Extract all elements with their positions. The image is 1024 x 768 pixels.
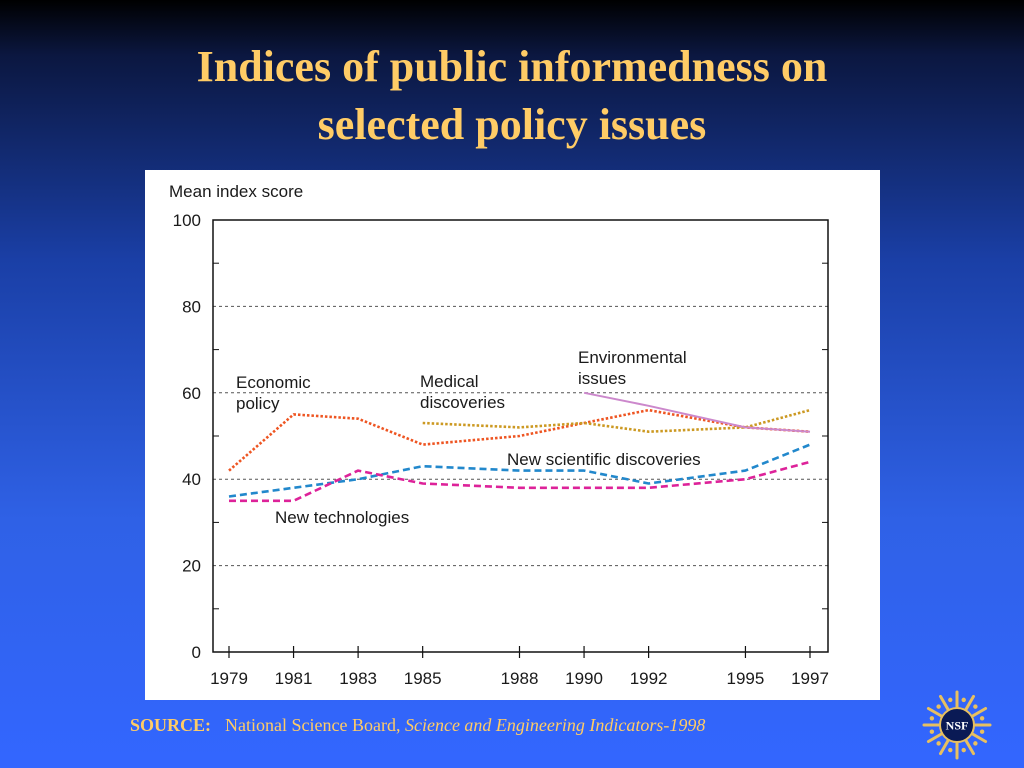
source-org: National Science Board, xyxy=(225,715,401,735)
slide-title-line-1: Indices of public informedness on xyxy=(196,42,828,91)
chart-panel: Mean index score 0 20 40 60 80 100 1979 1981 198… xyxy=(145,170,880,700)
logo-ray xyxy=(963,737,975,756)
series-line-scientific xyxy=(228,443,811,498)
x-tick-label: 1997 xyxy=(791,669,829,688)
y-axis-label: Mean index score xyxy=(169,182,303,201)
logo-dot xyxy=(961,697,966,703)
annotation-environmental-line-2: issues xyxy=(578,369,626,388)
logo-dot xyxy=(973,741,978,746)
annotation-new-technologies: New technologies xyxy=(275,508,409,527)
x-tick-label: 1983 xyxy=(339,669,377,688)
logo-dot xyxy=(979,729,985,734)
slide-title-line-2: selected policy issues xyxy=(317,100,707,149)
logo-dot xyxy=(929,716,935,721)
logo-ray xyxy=(926,707,945,719)
logo-dot xyxy=(929,729,935,734)
logo-dot xyxy=(948,697,953,703)
annotation-medical-line-1: Medical xyxy=(420,372,479,391)
gridlines xyxy=(213,305,828,567)
series-line-technologies xyxy=(229,460,811,503)
x-tick-label: 1995 xyxy=(727,669,765,688)
x-tick-label: 1990 xyxy=(565,669,603,688)
annotation-economic-line-1: Economic xyxy=(236,373,311,392)
x-tick-label: 1979 xyxy=(210,669,248,688)
annotation-economic-line-2: policy xyxy=(236,394,280,413)
logo-dot xyxy=(936,704,941,709)
plot-frame xyxy=(212,219,829,653)
x-tick-label: 1992 xyxy=(630,669,668,688)
source-label: SOURCE: xyxy=(130,715,212,735)
series-lines xyxy=(228,391,811,503)
y-tick-label: 100 xyxy=(173,211,201,230)
logo-dot xyxy=(936,741,941,746)
series-line-environmental xyxy=(583,391,811,433)
logo-ray xyxy=(926,731,945,743)
logo-ray xyxy=(939,737,951,756)
logo-ray xyxy=(969,707,988,719)
nsf-logo-icon: NSF xyxy=(922,690,992,760)
logo-disc xyxy=(939,707,975,743)
annotation-medical-line-2: discoveries xyxy=(420,393,505,412)
annotation-medical-discoveries: Medical discoveries xyxy=(420,372,505,412)
x-tick-label: 1988 xyxy=(501,669,539,688)
x-tick-label: 1985 xyxy=(404,669,442,688)
logo-rays xyxy=(922,690,992,760)
series-line-economic xyxy=(228,408,811,472)
y-tick-label: 80 xyxy=(182,297,201,316)
y-tick-label: 60 xyxy=(182,384,201,403)
logo-dot xyxy=(948,747,953,753)
logo-ray xyxy=(969,731,988,743)
series-line-medical xyxy=(422,408,811,433)
logo-ray xyxy=(939,694,951,713)
y-tick-label: 40 xyxy=(182,470,201,489)
axis-ticks: 0 20 40 60 80 100 1979 1981 1983 1985 1988 1990 1992… xyxy=(173,211,829,688)
annotation-new-scientific-discoveries: New scientific discoveries xyxy=(507,450,701,469)
logo-dot xyxy=(979,716,985,721)
y-tick-label: 20 xyxy=(182,557,201,576)
logo-dot xyxy=(961,747,966,753)
y-tick-label: 0 xyxy=(192,643,201,662)
logo-ray xyxy=(963,694,975,713)
line-chart: Mean index score 0 20 40 60 80 100 1979 1981 198… xyxy=(169,182,829,688)
source-citation: SOURCE: National Science Board, Science a… xyxy=(130,715,705,736)
annotation-environmental-issues: Environmental issues xyxy=(578,348,691,388)
logo-text: NSF xyxy=(946,719,969,733)
slide-title: Indices of public informedness on select… xyxy=(0,38,1024,154)
annotation-economic-policy: Economic policy xyxy=(236,373,315,413)
source-title: Science and Engineering Indicators-1998 xyxy=(404,715,706,735)
logo-dot xyxy=(973,704,978,709)
x-tick-label: 1981 xyxy=(275,669,313,688)
annotation-environmental-line-1: Environmental xyxy=(578,348,687,367)
